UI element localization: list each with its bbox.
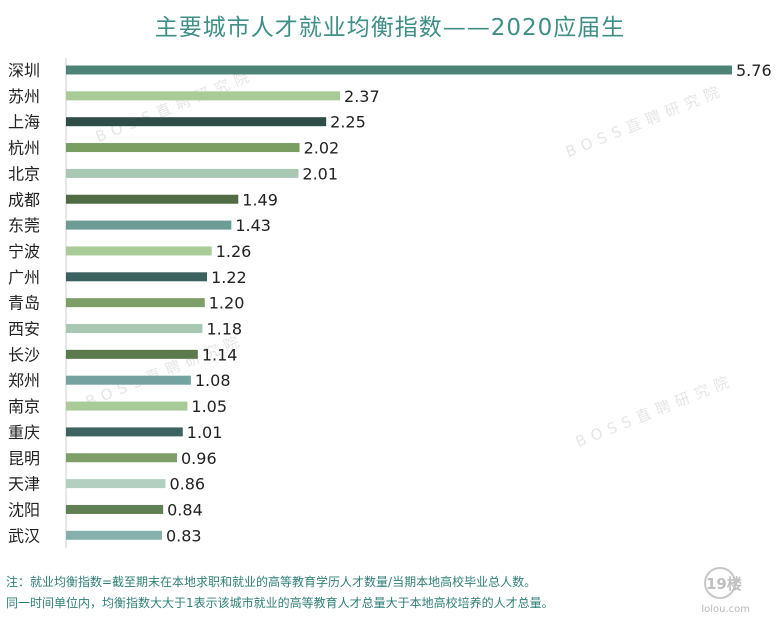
- value-label: 1.18: [206, 320, 242, 339]
- bar: [66, 401, 188, 411]
- category-label: 天津: [8, 475, 40, 494]
- category-label: 重庆: [8, 423, 40, 442]
- bar: [66, 324, 203, 333]
- category-label: 长沙: [8, 345, 40, 364]
- value-label: 1.49: [242, 190, 278, 209]
- site-logo: 19楼: [702, 565, 764, 605]
- value-label: 0.83: [166, 526, 202, 545]
- value-label: 5.76: [736, 61, 772, 80]
- value-label: 1.43: [235, 216, 271, 235]
- category-label: 郑州: [8, 371, 40, 390]
- bar: [66, 504, 164, 514]
- category-label: 杭州: [8, 139, 40, 158]
- bar: [66, 246, 212, 256]
- value-label: 1.01: [187, 423, 223, 442]
- footnote-explanation: 同一时间单位内，均衡指数大大于1表示该城市就业的高等教育人才总量大于本地高校培养…: [6, 596, 554, 610]
- bar: [66, 272, 208, 282]
- value-label: 1.20: [209, 294, 245, 313]
- value-label: 1.08: [195, 371, 231, 390]
- value-label: 1.26: [216, 242, 252, 261]
- bar: [66, 168, 299, 178]
- bar: [66, 530, 162, 540]
- bar: [66, 220, 232, 230]
- category-label: 深圳: [8, 61, 40, 80]
- category-label: 北京: [8, 164, 40, 183]
- bar: [66, 427, 183, 437]
- value-label: 1.14: [202, 345, 238, 364]
- bar: [66, 375, 191, 385]
- category-label: 广州: [8, 268, 40, 287]
- footnote-definition: 注：就业均衡指数=截至期末在本地求职和就业的高等教育学历人才数量/当期本地高校毕…: [6, 575, 537, 589]
- category-label: 东莞: [8, 216, 40, 235]
- bar: [66, 453, 177, 463]
- value-label: 1.22: [211, 268, 247, 287]
- category-label: 青岛: [8, 294, 40, 313]
- category-label: 苏州: [8, 87, 40, 106]
- logo-text: 19楼: [706, 575, 742, 593]
- category-label: 上海: [8, 113, 40, 132]
- value-label: 0.86: [169, 475, 205, 494]
- value-label: 0.84: [167, 500, 203, 519]
- bar: [66, 349, 198, 359]
- bar: [66, 65, 732, 75]
- category-label: 武汉: [8, 526, 40, 545]
- chart-title: 主要城市人才就业均衡指数——2020应届生: [154, 15, 626, 41]
- category-label: 昆明: [8, 449, 40, 468]
- bar: [66, 91, 341, 101]
- bar: [66, 143, 300, 153]
- bar: [66, 194, 239, 204]
- bar: [66, 117, 327, 127]
- value-label: 2.25: [330, 113, 366, 132]
- value-label: 2.01: [302, 164, 338, 183]
- category-label: 西安: [8, 320, 40, 339]
- category-label: 成都: [8, 190, 40, 209]
- bar: [66, 298, 205, 308]
- category-label: 南京: [8, 397, 40, 416]
- value-label: 2.02: [304, 139, 340, 158]
- value-label: 1.05: [191, 397, 227, 416]
- category-label: 宁波: [8, 242, 40, 261]
- category-label: 沈阳: [8, 500, 40, 519]
- value-label: 0.96: [181, 449, 217, 468]
- site-logo-url: lolou.com: [701, 604, 750, 615]
- bar: [66, 479, 166, 489]
- value-label: 2.37: [344, 87, 380, 106]
